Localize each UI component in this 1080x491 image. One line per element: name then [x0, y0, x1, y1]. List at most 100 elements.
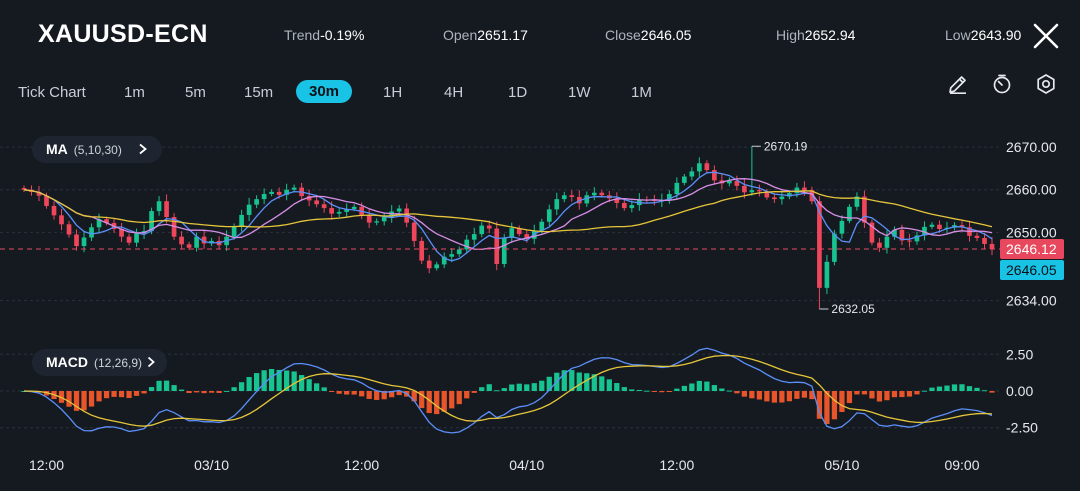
macd-histogram-bar [989, 391, 995, 393]
tab-tick-chart[interactable]: Tick Chart [18, 84, 86, 101]
candle-body [727, 180, 732, 184]
macd-histogram-bar [584, 373, 590, 391]
candle-body [614, 198, 620, 203]
macd-histogram-bar [186, 391, 192, 394]
open-value: 2651.17 [477, 27, 528, 43]
macd-histogram-bar [359, 391, 365, 397]
candle-body [802, 187, 807, 191]
macd-histogram-bar [936, 386, 943, 391]
macd-tick-label: 2.50 [1006, 346, 1033, 362]
candle-body [734, 180, 740, 186]
ma-indicator-name: MA [46, 141, 68, 157]
candle-body [524, 234, 530, 239]
macd-histogram-bar [756, 391, 763, 400]
price-markers: 2670.19 2632.05 2646.12 2646.05 [0, 139, 1064, 316]
macd-histogram-bar [591, 374, 597, 391]
candle-body [44, 195, 49, 206]
low-label: Low [945, 27, 971, 43]
settings-icon[interactable] [1034, 72, 1058, 96]
macd-histogram-bar [111, 391, 117, 397]
candle-body [899, 229, 905, 241]
candle-body [134, 233, 139, 243]
pencil-icon[interactable] [946, 72, 970, 96]
header-bar: XAUUSD-ECN Trend-0.19% Open2651.17 Close… [0, 0, 1080, 72]
macd-histogram-bar [411, 391, 417, 402]
candle-body [749, 190, 755, 193]
candle-body [456, 249, 462, 255]
macd-histogram-bar [208, 391, 215, 393]
candle-body [591, 192, 597, 196]
high-label: High [776, 27, 805, 43]
tab-1mo[interactable]: 1M [631, 84, 652, 101]
axes: 2670.00 2660.00 2650.00 2634.00 2.50 0.00 -2.5… [29, 139, 1057, 473]
macd-histogram-bar [651, 391, 657, 392]
low-marker-label: 2632.05 [831, 302, 875, 316]
macd-histogram-bar [741, 391, 747, 397]
macd-histogram-bar [546, 376, 552, 391]
ma-indicator-pill[interactable]: MA (5,10,30) [32, 136, 162, 163]
macd-histogram-bar [839, 391, 845, 412]
macd-histogram-bar [456, 391, 462, 405]
candle-body [81, 237, 87, 247]
close-icon[interactable] [1030, 20, 1062, 52]
low-value: 2643.90 [970, 27, 1022, 43]
candle-body [374, 221, 380, 223]
candle-body [907, 240, 912, 242]
tab-5m[interactable]: 5m [185, 84, 206, 101]
candle-body [284, 189, 289, 195]
candle-body [336, 211, 342, 214]
candlesticks [21, 146, 995, 309]
time-tick-label: 12:00 [344, 457, 379, 473]
macd-histogram-bar [914, 391, 920, 395]
time-tick-label: 12:00 [659, 457, 694, 473]
tab-15m[interactable]: 15m [244, 84, 274, 101]
candle-body [839, 220, 845, 234]
timer-icon[interactable] [990, 72, 1014, 96]
tab-1w[interactable]: 1W [568, 84, 591, 101]
tab-1d[interactable]: 1D [508, 84, 528, 101]
macd-histogram-bar [103, 391, 110, 399]
candle-body [974, 235, 980, 238]
macd-histogram-bar [81, 391, 87, 411]
symbol-title: XAUUSD-ECN [38, 20, 208, 48]
ma10-line [23, 178, 993, 251]
candle-body [982, 237, 987, 244]
macd-histogram-bar [666, 391, 672, 392]
macd-histogram-bar [261, 370, 267, 391]
macd-histogram-bar [884, 391, 890, 401]
macd-histogram-bar [876, 391, 883, 402]
candle-body [471, 234, 477, 240]
macd-histogram-bar [644, 390, 650, 392]
macd-histogram-bar [269, 368, 275, 391]
macd-histogram-bar [846, 391, 853, 404]
tab-1h[interactable]: 1H [383, 84, 403, 101]
tab-1m[interactable]: 1m [124, 84, 145, 101]
candle-body [449, 254, 455, 257]
candle-body [561, 195, 567, 200]
macd-histogram-bar [719, 388, 725, 391]
macd-histogram-bar [291, 371, 297, 391]
macd-histogram-bar [606, 379, 612, 391]
price-tick-label: 2634.00 [1006, 293, 1057, 309]
candle-body [599, 192, 605, 196]
candle-body [794, 187, 800, 194]
trend-value: -0.19% [320, 27, 365, 43]
timeframe-bar: Tick Chart 1m 5m 15m 30m 1H 4H 1D 1W 1M [0, 76, 1080, 112]
macd-histogram-bar [419, 391, 425, 409]
macd-histogram-bar [824, 391, 830, 424]
tab-30m[interactable]: 30m [296, 80, 353, 103]
macd-histogram-bar [599, 376, 605, 391]
macd-histogram-bar [951, 384, 958, 391]
time-tick-label: 09:00 [944, 457, 979, 473]
candle-body [569, 195, 575, 197]
macd-tick-label: 0.00 [1006, 383, 1033, 399]
macd-histogram-bar [88, 391, 95, 407]
candle-body [231, 226, 237, 237]
candle-body [396, 208, 402, 212]
candle-body [697, 163, 702, 172]
tab-4h[interactable]: 4H [444, 84, 464, 101]
macd-indicator-pill[interactable]: MACD (12,26,9) [32, 349, 167, 376]
macd-histogram-bar [126, 391, 132, 399]
open-stat: Open2651.17 [443, 27, 528, 43]
